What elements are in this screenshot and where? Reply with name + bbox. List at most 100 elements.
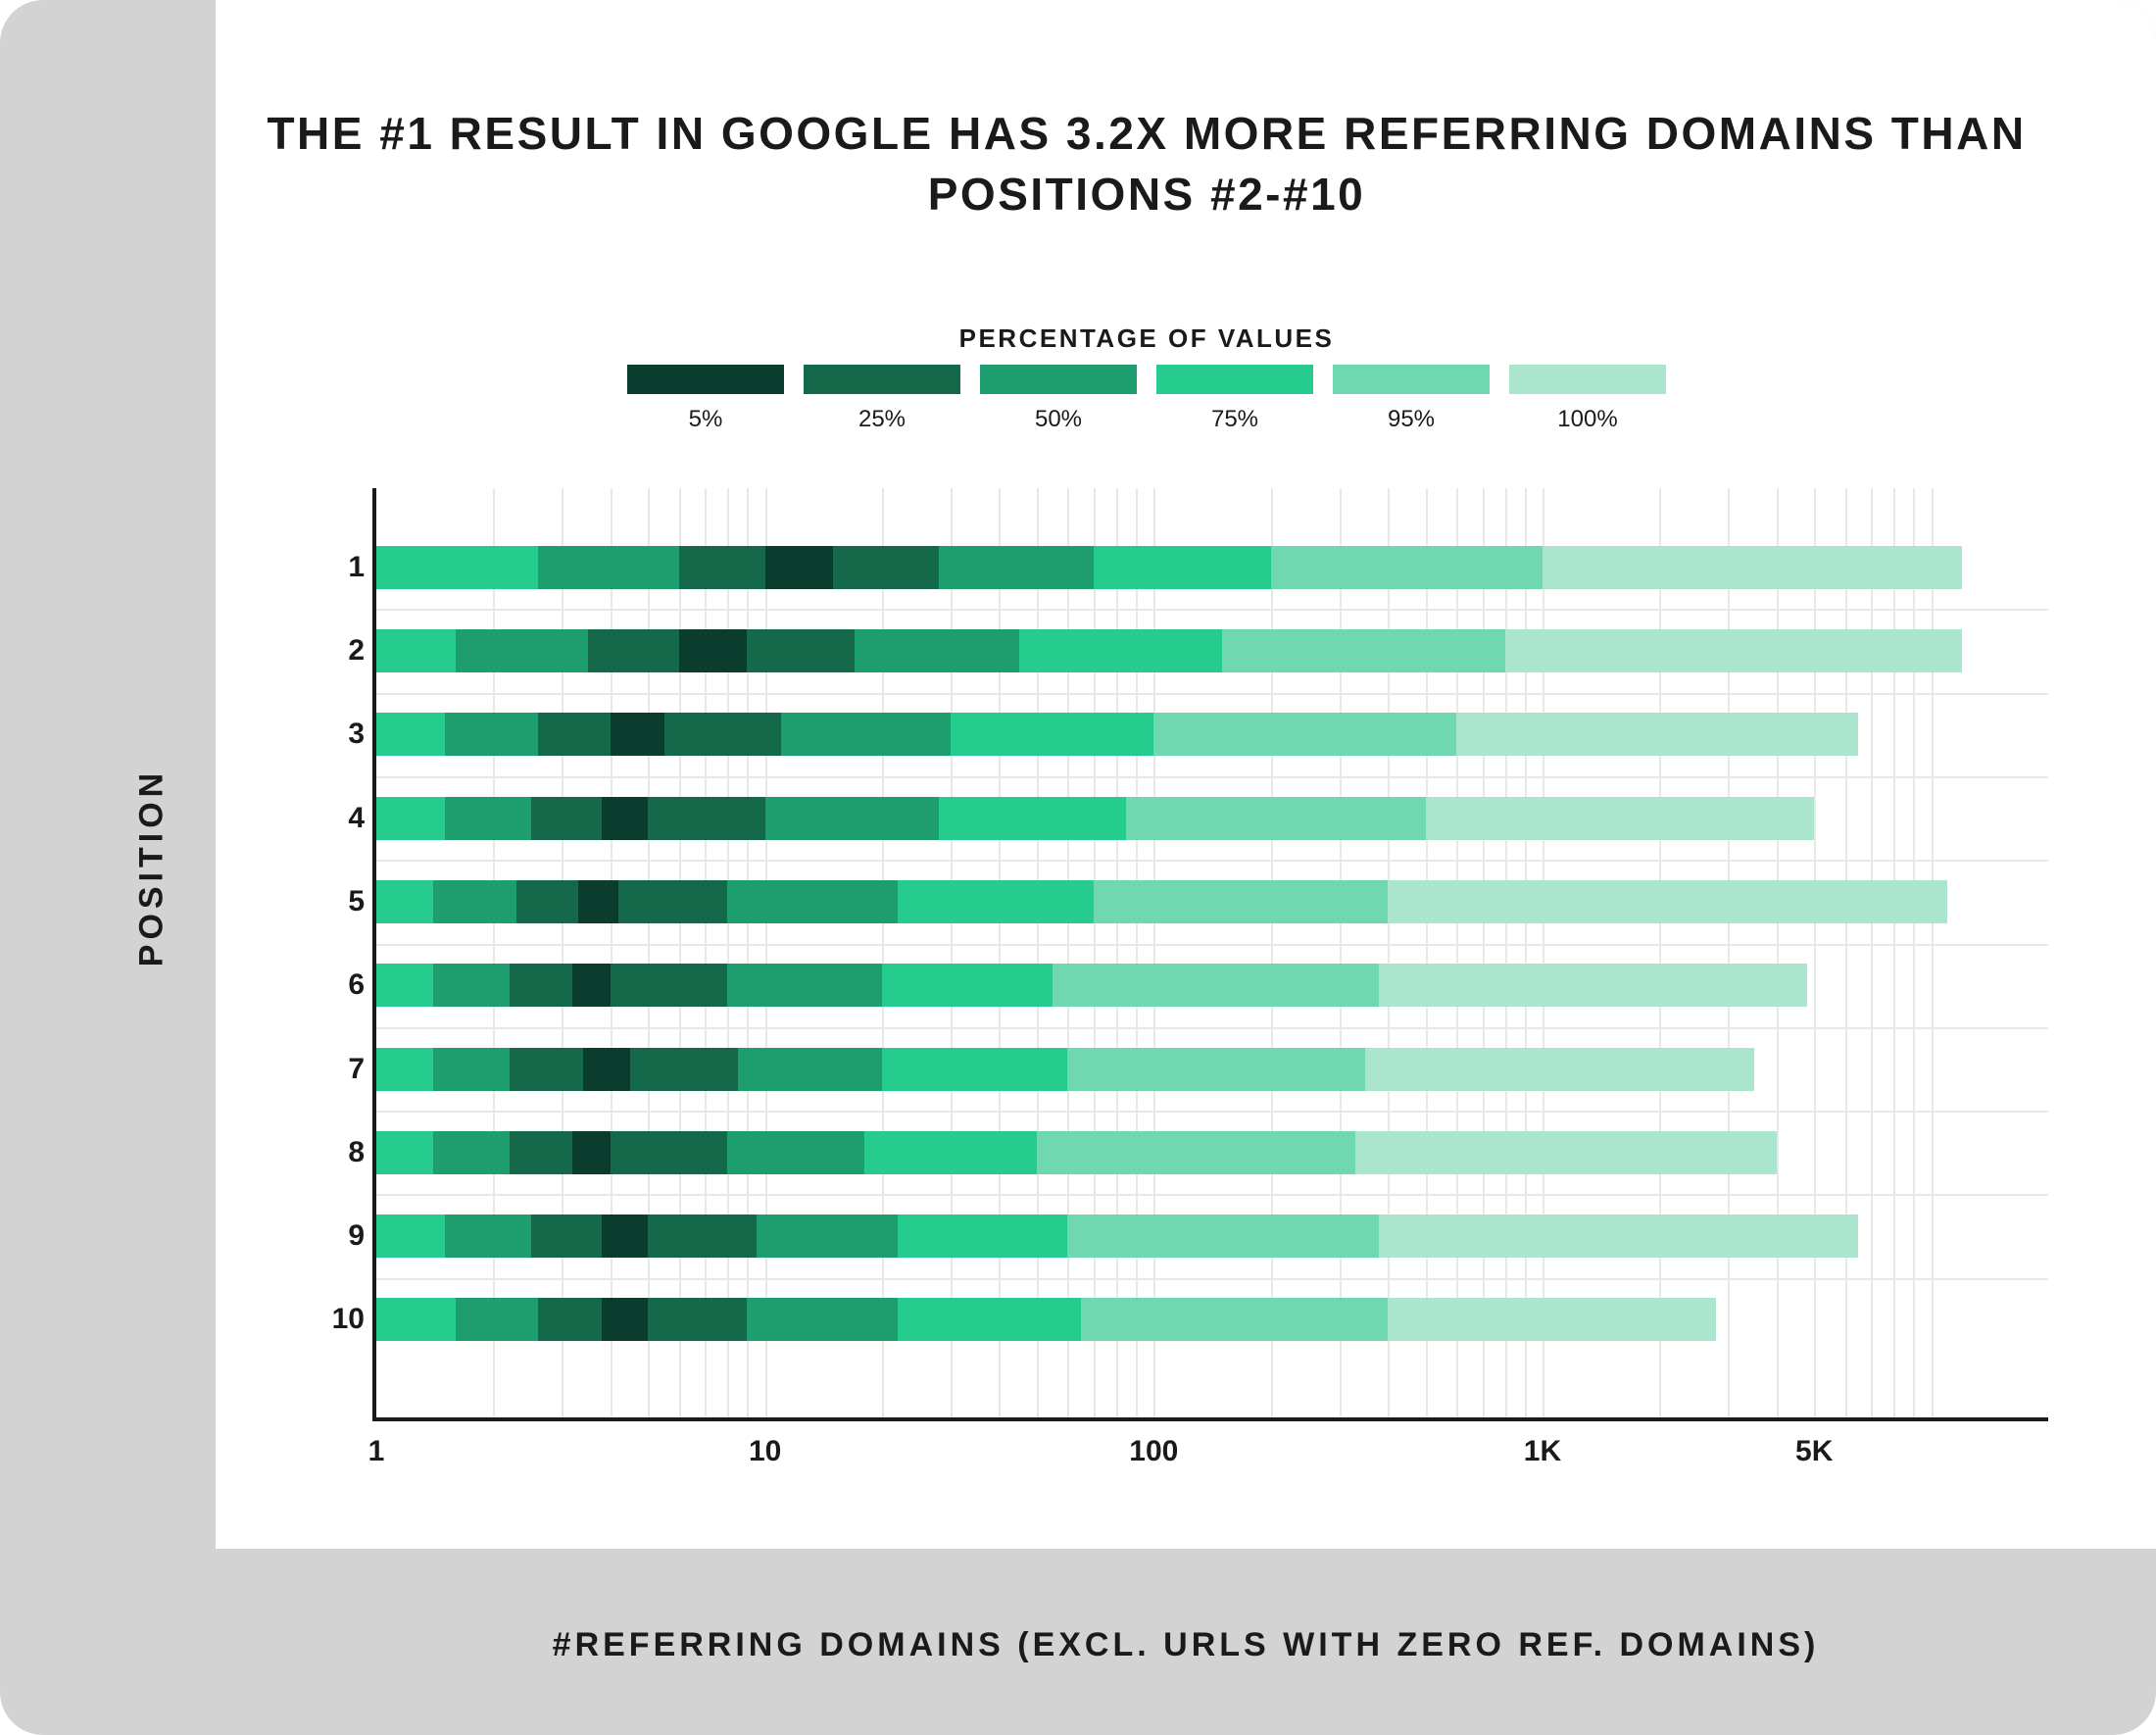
bar-segment bbox=[588, 629, 679, 672]
bar-segment bbox=[445, 1214, 531, 1258]
bar-segment bbox=[747, 1298, 898, 1341]
bar-segment bbox=[611, 964, 727, 1007]
bar-row bbox=[376, 1298, 2048, 1341]
bar-segment bbox=[376, 1131, 433, 1174]
legend-swatch bbox=[1333, 365, 1490, 394]
x-axis-title: #REFERRING DOMAINS (EXCL. URLS WITH ZERO… bbox=[216, 1626, 2156, 1664]
bar-row bbox=[376, 629, 2048, 672]
y-tick-label: 9 bbox=[325, 1219, 365, 1253]
x-tick-label: 1K bbox=[1524, 1435, 1561, 1468]
bar-segment bbox=[1388, 880, 1947, 923]
bar-segment bbox=[939, 797, 1126, 840]
y-tick-label: 5 bbox=[325, 885, 365, 918]
bar-segment bbox=[765, 546, 834, 589]
legend-label: 25% bbox=[858, 406, 906, 433]
bar-segment bbox=[727, 880, 898, 923]
bar-segment bbox=[602, 797, 648, 840]
bar-segment bbox=[376, 1214, 445, 1258]
bar-segment bbox=[602, 1214, 648, 1258]
x-tick-label: 10 bbox=[749, 1435, 781, 1468]
legend-label: 5% bbox=[689, 406, 723, 433]
bar-segment bbox=[376, 880, 433, 923]
bar-segment bbox=[456, 629, 588, 672]
bar-segment bbox=[1543, 546, 1962, 589]
bar-segment bbox=[510, 964, 573, 1007]
bar-segment bbox=[376, 1048, 433, 1091]
bar-segment bbox=[538, 713, 611, 756]
bar-segment bbox=[898, 880, 1093, 923]
bar-segment bbox=[1365, 1048, 1754, 1091]
bar-segment bbox=[531, 1214, 602, 1258]
legend-label: 75% bbox=[1211, 406, 1258, 433]
legend-swatch bbox=[627, 365, 784, 394]
legend-swatch bbox=[1156, 365, 1313, 394]
y-tick-label: 7 bbox=[325, 1053, 365, 1086]
bar-segment bbox=[1094, 546, 1271, 589]
legend-label: 95% bbox=[1388, 406, 1435, 433]
bar-segment bbox=[510, 1048, 583, 1091]
legend-item: 50% bbox=[970, 365, 1147, 433]
bar-segment bbox=[630, 1048, 738, 1091]
bar-segment bbox=[1505, 629, 1962, 672]
bar-segment bbox=[648, 1214, 757, 1258]
y-tick-label: 4 bbox=[325, 802, 365, 835]
bar-segment bbox=[433, 964, 510, 1007]
bar-segment bbox=[882, 964, 1053, 1007]
bar-segment bbox=[781, 713, 951, 756]
y-tick-label: 2 bbox=[325, 634, 365, 668]
bar-segment bbox=[538, 546, 679, 589]
bar-segment bbox=[1379, 1214, 1858, 1258]
chart-card: POSITION #REFERRING DOMAINS (EXCL. URLS … bbox=[0, 0, 2156, 1735]
bar-segment bbox=[864, 1131, 1037, 1174]
bar-segment bbox=[727, 1131, 864, 1174]
y-tick-label: 6 bbox=[325, 968, 365, 1002]
legend-item: 95% bbox=[1323, 365, 1499, 433]
gridline-horizontal bbox=[376, 1194, 2048, 1196]
y-tick-label: 10 bbox=[325, 1303, 365, 1336]
bar-segment bbox=[531, 797, 602, 840]
gridline-horizontal bbox=[376, 776, 2048, 778]
bar-row bbox=[376, 797, 2048, 840]
x-tick-label: 5K bbox=[1795, 1435, 1833, 1468]
bar-segment bbox=[578, 880, 619, 923]
legend-item: 25% bbox=[794, 365, 970, 433]
bar-segment bbox=[1388, 1298, 1716, 1341]
bar-row bbox=[376, 880, 2048, 923]
bar-segment bbox=[1019, 629, 1222, 672]
bar-row bbox=[376, 1048, 2048, 1091]
bar-segment bbox=[727, 964, 882, 1007]
bar-row bbox=[376, 713, 2048, 756]
bar-segment bbox=[951, 713, 1153, 756]
legend-swatch bbox=[1509, 365, 1666, 394]
bar-segment bbox=[445, 713, 538, 756]
bar-segment bbox=[456, 1298, 538, 1341]
chart-title: THE #1 RESULT IN GOOGLE HAS 3.2X MORE RE… bbox=[216, 103, 2078, 224]
bar-segment bbox=[618, 880, 727, 923]
bar-segment bbox=[611, 1131, 727, 1174]
bar-row bbox=[376, 1214, 2048, 1258]
bar-segment bbox=[445, 797, 531, 840]
bar-segment bbox=[572, 1131, 610, 1174]
bar-segment bbox=[611, 713, 664, 756]
bar-segment bbox=[1355, 1131, 1777, 1174]
bar-segment bbox=[538, 1298, 602, 1341]
bar-segment bbox=[738, 1048, 882, 1091]
gridline-horizontal bbox=[376, 1027, 2048, 1029]
bar-segment bbox=[679, 629, 748, 672]
plot-area: 1101001K5K12345678910 bbox=[372, 488, 2048, 1421]
legend-item: 5% bbox=[617, 365, 794, 433]
legend-swatch bbox=[804, 365, 960, 394]
bar-segment bbox=[510, 1131, 573, 1174]
legend-label: 50% bbox=[1035, 406, 1082, 433]
legend-title: PERCENTAGE OF VALUES bbox=[216, 323, 2078, 354]
bar-segment bbox=[572, 964, 610, 1007]
bar-segment bbox=[1222, 629, 1504, 672]
x-tick-label: 100 bbox=[1129, 1435, 1178, 1468]
y-tick-label: 3 bbox=[325, 718, 365, 751]
bar-segment bbox=[1067, 1048, 1365, 1091]
bar-segment bbox=[376, 1298, 456, 1341]
bar-segment bbox=[1271, 546, 1543, 589]
bar-segment bbox=[1426, 797, 1815, 840]
legend-swatch bbox=[980, 365, 1137, 394]
bar-segment bbox=[1053, 964, 1379, 1007]
